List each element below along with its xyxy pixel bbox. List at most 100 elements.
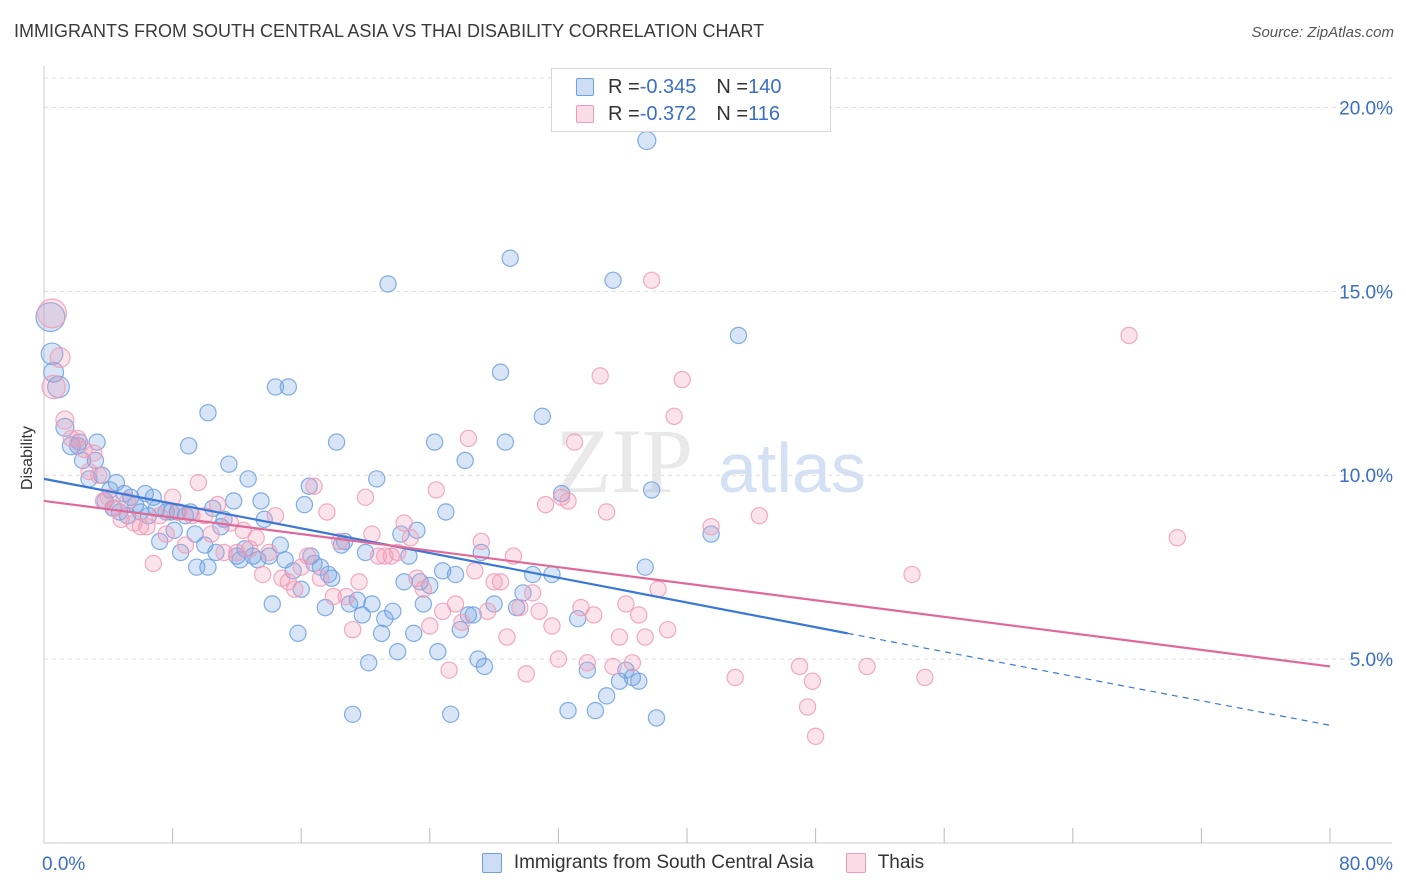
legend-item-thais[interactable]: Thais [845, 852, 924, 874]
point-thais [517, 665, 535, 683]
x-tick-label: 80.0% [1339, 854, 1393, 875]
legend-swatch-thais [845, 853, 866, 873]
point-thais [511, 598, 529, 617]
point-thais [665, 407, 683, 426]
point-immigrants [491, 363, 510, 381]
point-thais [565, 433, 584, 451]
legend-row-thais: R = -0.372 N = 116 [576, 102, 780, 126]
point-immigrants [405, 624, 423, 643]
legend-r-label: R = [608, 75, 640, 98]
point-thais [292, 558, 310, 576]
point-thais [395, 514, 413, 532]
point-thais [572, 598, 590, 617]
point-immigrants [636, 558, 654, 576]
point-thais [453, 613, 471, 632]
point-thais [916, 668, 934, 687]
point-thais [440, 661, 458, 679]
point-immigrants [360, 654, 378, 672]
watermark-zip: ZIP [555, 410, 693, 512]
point-thais [49, 347, 71, 369]
point-immigrants [414, 595, 433, 613]
legend-n-label: N = [716, 75, 749, 98]
point-thais [37, 298, 68, 329]
point-immigrants [501, 249, 519, 267]
point-thais [472, 532, 490, 551]
point-thais [702, 518, 720, 536]
point-immigrants [441, 705, 460, 723]
point-immigrants [630, 672, 648, 690]
point-immigrants [292, 580, 310, 598]
point-thais [131, 518, 150, 536]
point-immigrants [604, 271, 622, 289]
point-immigrants [224, 492, 243, 510]
legend-r-value: -0.372 [639, 102, 697, 125]
point-thais [356, 488, 375, 506]
point-thais [202, 525, 220, 543]
point-immigrants [88, 433, 106, 451]
point-thais [636, 628, 654, 646]
point-immigrants [343, 705, 362, 723]
point-thais [446, 595, 465, 613]
legend-item-immigrants[interactable]: Immigrants from South Central Asia [481, 852, 814, 874]
point-thais [298, 547, 317, 565]
legend-swatch-thais [576, 105, 594, 123]
point-immigrants [475, 657, 494, 676]
point-thais [858, 657, 876, 676]
point-immigrants [266, 378, 285, 396]
point-thais [401, 529, 420, 547]
point-thais [85, 444, 103, 462]
point-thais [1168, 529, 1186, 547]
legend-label-immigrants: Immigrants from South Central Asia [513, 852, 814, 873]
point-thais [659, 620, 677, 639]
point-thais [803, 672, 822, 690]
trend-lines [43, 477, 1331, 726]
point-thais [485, 573, 503, 591]
point-immigrants [456, 451, 474, 470]
point-thais [549, 650, 568, 668]
point-thais [69, 429, 87, 448]
legend-swatch-immigrants [481, 853, 502, 873]
point-immigrants [637, 130, 657, 151]
point-immigrants [356, 543, 375, 562]
y-tick-label: 10.0% [1339, 466, 1393, 487]
point-immigrants [388, 643, 407, 661]
point-thais [163, 488, 182, 506]
point-thais [118, 492, 137, 510]
point-immigrants [559, 701, 577, 720]
point-thais [55, 410, 75, 430]
point-thais [414, 580, 433, 598]
legend-swatch-immigrants [576, 78, 594, 96]
point-immigrants [568, 609, 587, 628]
point-immigrants [55, 417, 75, 437]
point-thais [903, 565, 921, 584]
point-immigrants [220, 455, 238, 473]
point-immigrants [514, 584, 532, 602]
point-thais [597, 503, 616, 521]
point-thais [157, 525, 175, 543]
point-immigrants [392, 525, 410, 543]
tick-labels: 5.0% 10.0% 15.0% 20.0% 0.0% 80.0% [42, 98, 1393, 875]
point-thais [491, 573, 510, 591]
point-thais [247, 529, 265, 547]
point-immigrants [433, 562, 452, 580]
point-immigrants [578, 661, 597, 679]
point-immigrants [379, 275, 397, 293]
point-immigrants [327, 433, 346, 451]
point-thais [433, 602, 452, 620]
point-thais [530, 602, 548, 620]
axes [43, 66, 1392, 844]
point-thais [75, 440, 93, 459]
point-thais [376, 547, 394, 565]
watermark: ZIP atlas [555, 410, 866, 512]
point-immigrants [729, 326, 748, 345]
point-immigrants [368, 470, 386, 488]
point-thais [138, 518, 156, 536]
point-immigrants [384, 602, 402, 620]
point-thais [41, 374, 66, 400]
point-thais [673, 370, 691, 389]
y-tick-label: 15.0% [1339, 282, 1393, 303]
point-thais [215, 543, 233, 562]
point-immigrants [446, 565, 465, 584]
point-thais [630, 606, 648, 624]
